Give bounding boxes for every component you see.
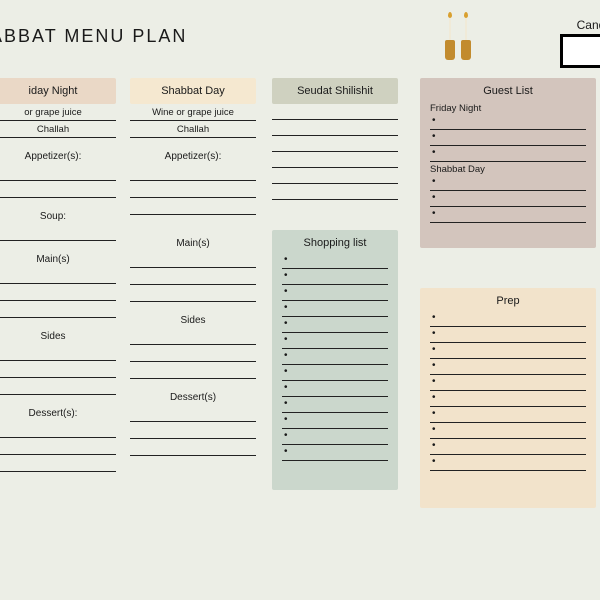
guest-list-panel: Guest ListFriday Night Shabbat Day xyxy=(420,78,596,248)
menu-line[interactable] xyxy=(272,136,398,152)
column-shabbat-day: Shabbat DayWine or grape juiceChallah App… xyxy=(130,78,256,466)
menu-fixed-line[interactable]: Challah xyxy=(0,121,116,138)
menu-line[interactable] xyxy=(272,152,398,168)
shopping-item-line[interactable] xyxy=(282,429,388,445)
menu-line[interactable] xyxy=(272,184,398,200)
guest-line[interactable] xyxy=(430,207,586,223)
prep-line[interactable] xyxy=(430,359,586,375)
candle-label: Candl xyxy=(577,18,600,32)
panel-title: Shopping list xyxy=(272,230,398,253)
guest-group-label: Friday Night xyxy=(420,101,596,114)
menu-line[interactable] xyxy=(0,164,116,181)
shopping-item-line[interactable] xyxy=(282,285,388,301)
guest-line[interactable] xyxy=(430,175,586,191)
guest-group-label: Shabbat Day xyxy=(420,162,596,175)
column-header: Shabbat Day xyxy=(130,78,256,104)
section-label: Appetizer(s): xyxy=(130,148,256,164)
panel-title: Guest List xyxy=(420,78,596,101)
menu-line[interactable] xyxy=(0,421,116,438)
menu-line[interactable] xyxy=(130,251,256,268)
panel-title: Prep xyxy=(420,288,596,311)
menu-fixed-line[interactable]: Wine or grape juice xyxy=(130,104,256,121)
menu-line[interactable] xyxy=(130,181,256,198)
prep-line[interactable] xyxy=(430,391,586,407)
shopping-item-line[interactable] xyxy=(282,333,388,349)
prep-line[interactable] xyxy=(430,311,586,327)
column-header: Seudat Shilishit xyxy=(272,78,398,104)
menu-line[interactable] xyxy=(0,301,116,318)
candle-time-box[interactable] xyxy=(560,34,600,68)
candles-icon xyxy=(444,12,472,60)
prep-line[interactable] xyxy=(430,439,586,455)
prep-line[interactable] xyxy=(430,423,586,439)
menu-line[interactable] xyxy=(130,345,256,362)
section-label: Main(s) xyxy=(0,251,116,267)
guest-line[interactable] xyxy=(430,146,586,162)
menu-line[interactable] xyxy=(0,284,116,301)
menu-line[interactable] xyxy=(130,198,256,215)
section-label: Soup: xyxy=(0,208,116,224)
shopping-item-line[interactable] xyxy=(282,413,388,429)
column-seudat: Seudat Shilishit xyxy=(272,78,398,200)
section-label: Sides xyxy=(0,328,116,344)
prep-panel: Prep xyxy=(420,288,596,508)
menu-line[interactable] xyxy=(130,362,256,379)
menu-line[interactable] xyxy=(0,455,116,472)
page-title: ABBAT MENU PLAN xyxy=(0,26,187,47)
menu-line[interactable] xyxy=(130,422,256,439)
section-label: Sides xyxy=(130,312,256,328)
shopping-item-line[interactable] xyxy=(282,381,388,397)
shopping-item-line[interactable] xyxy=(282,301,388,317)
shopping-item-line[interactable] xyxy=(282,349,388,365)
menu-line[interactable] xyxy=(272,104,398,120)
menu-line[interactable] xyxy=(0,224,116,241)
section-label: Main(s) xyxy=(130,235,256,251)
menu-line[interactable] xyxy=(130,164,256,181)
menu-line[interactable] xyxy=(272,120,398,136)
menu-line[interactable] xyxy=(130,405,256,422)
guest-line[interactable] xyxy=(430,191,586,207)
menu-line[interactable] xyxy=(130,285,256,302)
menu-line[interactable] xyxy=(0,181,116,198)
shopping-item-line[interactable] xyxy=(282,269,388,285)
column-header: iday Night xyxy=(0,78,116,104)
menu-line[interactable] xyxy=(130,439,256,456)
prep-line[interactable] xyxy=(430,407,586,423)
prep-line[interactable] xyxy=(430,375,586,391)
menu-line[interactable] xyxy=(0,361,116,378)
section-label: Dessert(s): xyxy=(0,405,116,421)
menu-line[interactable] xyxy=(0,267,116,284)
menu-line[interactable] xyxy=(130,268,256,285)
section-label: Dessert(s) xyxy=(130,389,256,405)
menu-fixed-line[interactable]: or grape juice xyxy=(0,104,116,121)
column-friday-night: iday Night or grape juiceChallah Appetize… xyxy=(0,78,116,482)
guest-line[interactable] xyxy=(430,130,586,146)
prep-line[interactable] xyxy=(430,343,586,359)
shopping-list-panel: Shopping list xyxy=(272,230,398,490)
shopping-item-line[interactable] xyxy=(282,445,388,461)
menu-fixed-line[interactable]: Challah xyxy=(130,121,256,138)
prep-line[interactable] xyxy=(430,327,586,343)
section-label: Appetizer(s): xyxy=(0,148,116,164)
shopping-item-line[interactable] xyxy=(282,253,388,269)
prep-line[interactable] xyxy=(430,455,586,471)
menu-line[interactable] xyxy=(130,328,256,345)
menu-line[interactable] xyxy=(0,344,116,361)
shopping-item-line[interactable] xyxy=(282,365,388,381)
guest-line[interactable] xyxy=(430,114,586,130)
menu-line[interactable] xyxy=(0,438,116,455)
menu-line[interactable] xyxy=(0,378,116,395)
shopping-item-line[interactable] xyxy=(282,397,388,413)
menu-line[interactable] xyxy=(272,168,398,184)
shopping-item-line[interactable] xyxy=(282,317,388,333)
